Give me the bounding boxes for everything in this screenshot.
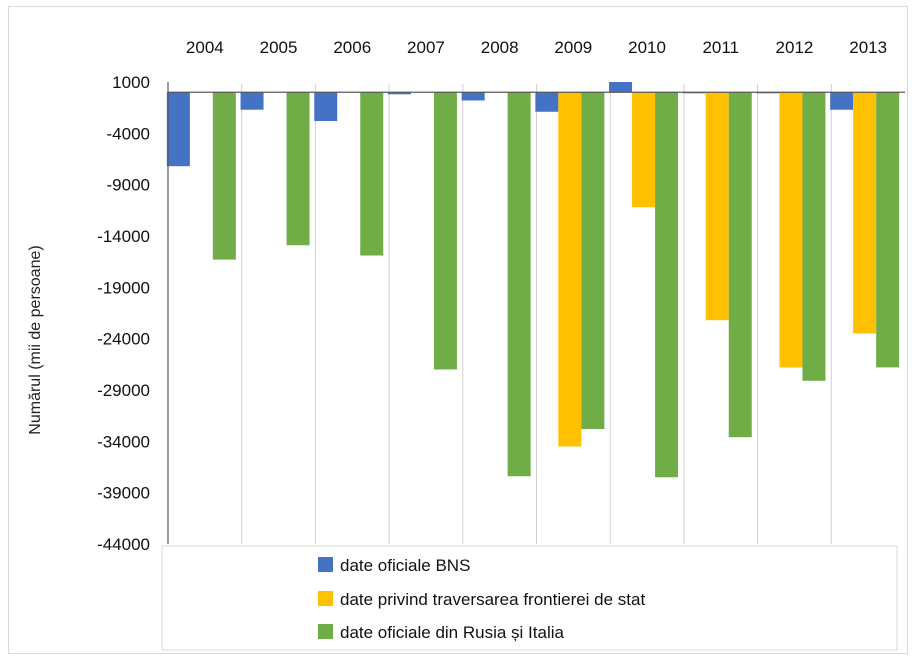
legend-swatch-rusia-italia [318, 624, 333, 639]
x-tick-label: 2010 [628, 38, 666, 57]
bar-rusia-italia [802, 92, 826, 381]
legend-label-rusia-italia: date oficiale din Rusia și Italia [340, 623, 565, 642]
x-tick-label: 2012 [776, 38, 814, 57]
y-axis-label: Numărul (mii de persoane) [27, 245, 44, 434]
x-tick-label: 2007 [407, 38, 445, 57]
bar-rusia-italia [655, 92, 679, 478]
y-tick-label: -24000 [97, 330, 150, 349]
y-tick-label: -19000 [97, 278, 150, 297]
legend-label-bns: date oficiale BNS [340, 556, 470, 575]
bar-frontiera [558, 92, 582, 447]
legend-box [161, 545, 898, 651]
bar-bns [830, 92, 854, 110]
legend-swatch-frontiera [318, 591, 333, 606]
x-tick-label: 2011 [702, 38, 739, 57]
bar-rusia-italia [728, 92, 752, 438]
grid-layer [241, 84, 832, 544]
bars-layer [166, 82, 900, 478]
bar-bns [609, 82, 633, 93]
bar-bns [166, 92, 190, 167]
bar-rusia-italia [507, 92, 531, 477]
x-tick-label: 2008 [481, 38, 519, 57]
y-tick-label: -44000 [97, 535, 150, 554]
bar-rusia-italia [581, 92, 605, 430]
axis-layer: 1000 -4000 -9000 -14000 -19000 -24000 -29000 -3… [97, 38, 905, 554]
bar-frontiera [705, 92, 729, 321]
y-tick-label: -14000 [97, 227, 150, 246]
bar-rusia-italia [212, 92, 236, 260]
bar-rusia-italia [433, 92, 457, 370]
legend: date oficiale BNS date privind traversar… [161, 545, 898, 651]
x-tick-label: 2004 [186, 38, 224, 57]
x-tick-label: 2013 [849, 38, 887, 57]
bar-rusia-italia [876, 92, 900, 368]
legend-label-frontiera: date privind traversarea frontierei de s… [340, 590, 645, 609]
bar-bns [314, 92, 338, 122]
y-tick-label: -29000 [97, 381, 150, 400]
y-tick-label: -34000 [97, 432, 150, 451]
x-tick-label: 2006 [333, 38, 371, 57]
bar-bns [461, 92, 485, 101]
bar-bns [240, 92, 264, 110]
bar-frontiera [632, 92, 656, 208]
bar-frontiera [853, 92, 877, 334]
y-tick-label: -4000 [107, 124, 150, 143]
bar-bns [535, 92, 559, 112]
y-tick-label: -9000 [107, 176, 150, 195]
legend-swatch-bns [318, 557, 333, 572]
bar-frontiera [779, 92, 803, 368]
bar-bns [387, 92, 411, 95]
x-tick-label: 2005 [260, 38, 298, 57]
y-tick-label: -39000 [97, 484, 150, 503]
x-tick-label: 2009 [554, 38, 592, 57]
bar-rusia-italia [286, 92, 310, 246]
y-tick-label: 1000 [112, 73, 150, 92]
bar-rusia-italia [360, 92, 384, 256]
